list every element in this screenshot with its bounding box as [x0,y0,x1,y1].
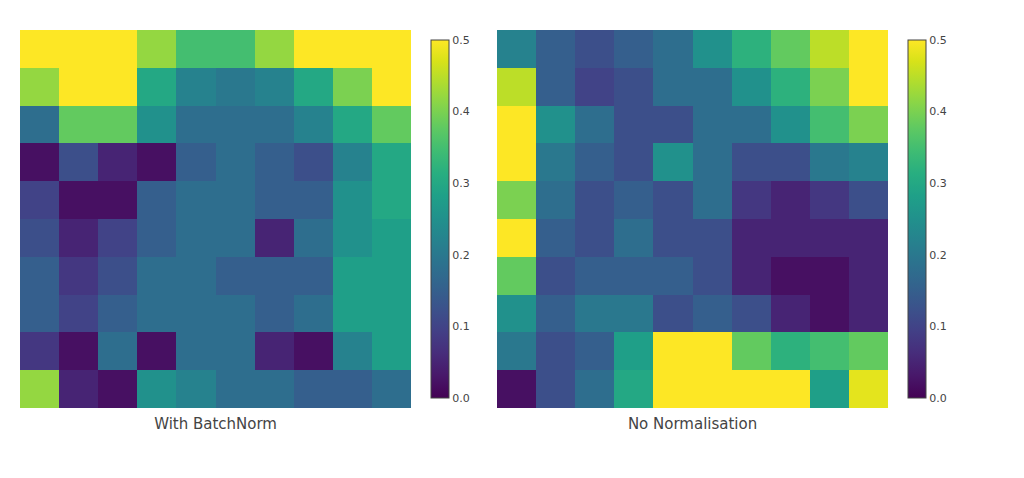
svg-text:0.4: 0.4 [452,105,470,118]
svg-text:0.1: 0.1 [929,320,947,333]
svg-text:With BatchNorm: With BatchNorm [154,415,277,433]
svg-text:0.1: 0.1 [452,320,470,333]
svg-text:0.2: 0.2 [452,249,470,262]
svg-text:0.5: 0.5 [929,34,947,47]
svg-text:0.5: 0.5 [452,34,470,47]
svg-text:0.3: 0.3 [929,177,947,190]
svg-text:0.2: 0.2 [929,249,947,262]
svg-text:0.0: 0.0 [929,392,947,405]
svg-text:0.3: 0.3 [452,177,470,190]
svg-text:No Normalisation: No Normalisation [628,415,757,433]
svg-text:0.4: 0.4 [929,105,947,118]
svg-text:0.0: 0.0 [452,392,470,405]
